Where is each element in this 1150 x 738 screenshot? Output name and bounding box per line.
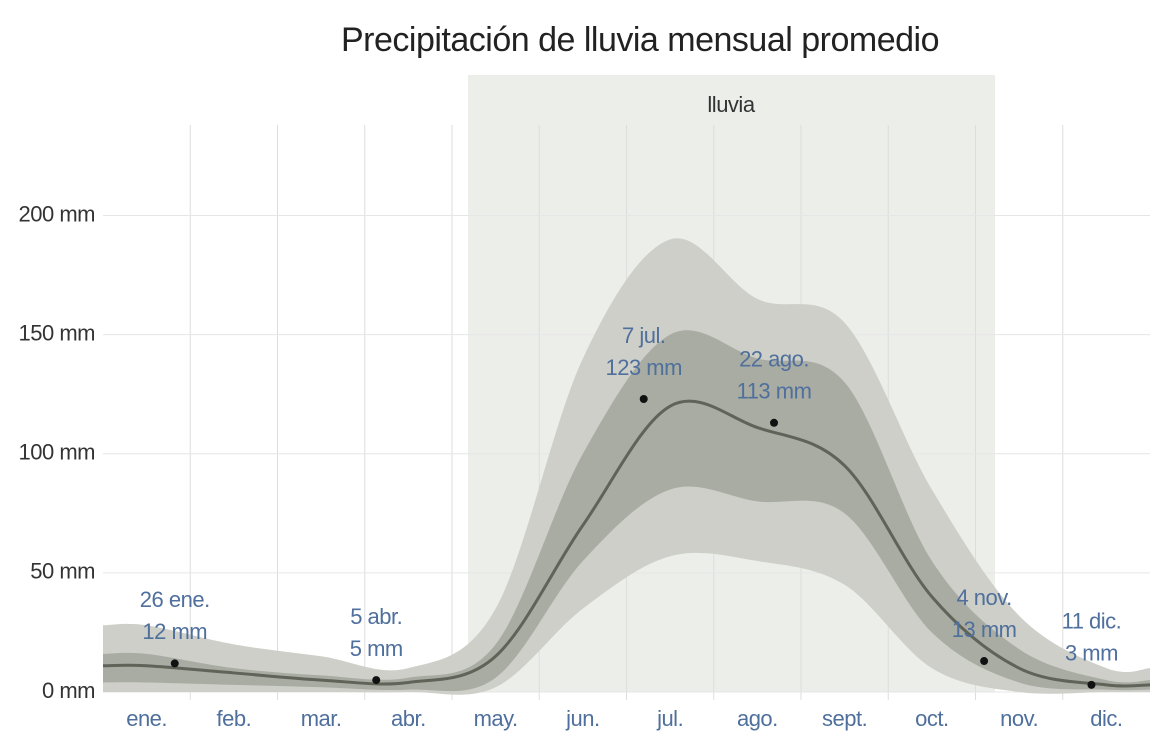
annotation-dot — [980, 657, 989, 666]
x-tick-label: feb. — [217, 706, 252, 731]
annotation-dot — [1087, 680, 1096, 689]
y-tick-label: 200 mm — [19, 201, 95, 226]
x-tick-label: nov. — [1000, 706, 1038, 731]
annotation-date: 4 nov. — [956, 585, 1011, 610]
band — [103, 330, 1150, 692]
annotation-dot — [770, 418, 779, 427]
x-tick-label: sept. — [822, 706, 867, 731]
median-line — [102, 399, 1150, 688]
x-tick-label: dic. — [1090, 706, 1122, 731]
y-tick-label: 0 mm — [42, 678, 95, 703]
annotation-date: 22 ago. — [739, 347, 809, 372]
x-tick-label: mar. — [301, 706, 342, 731]
annotation-value: 123 mm — [605, 355, 681, 380]
x-tick-label: may. — [474, 706, 518, 731]
chart-title: Precipitación de lluvia mensual promedio — [341, 21, 939, 59]
y-tick-label: 100 mm — [19, 440, 95, 465]
annotation-value: 113 mm — [737, 379, 812, 404]
x-tick-label: oct. — [915, 706, 948, 731]
x-tick-label: ene. — [126, 706, 167, 731]
x-tick-label: ago. — [737, 706, 778, 731]
annotation-dot — [639, 394, 648, 403]
season-label: lluvia — [707, 92, 755, 117]
x-tick-label: jun. — [565, 706, 599, 731]
annotation-value: 5 mm — [350, 636, 403, 661]
annotation-dot — [170, 659, 179, 668]
annotation-value: 3 mm — [1065, 641, 1118, 666]
x-tick-label: abr. — [391, 706, 426, 731]
annotation-value: 12 mm — [142, 619, 207, 644]
annotation-date: 11 dic. — [1062, 609, 1122, 634]
annotation-date: 26 ene. — [140, 587, 210, 612]
annotation-date: 7 jul. — [622, 323, 665, 348]
y-tick-label: 150 mm — [19, 320, 95, 345]
annotation-date: 5 abr. — [350, 604, 402, 629]
x-tick-label: jul. — [656, 706, 683, 731]
annotation-dot — [372, 676, 381, 685]
annotation-value: 13 mm — [952, 617, 1017, 642]
y-tick-label: 50 mm — [30, 559, 95, 584]
